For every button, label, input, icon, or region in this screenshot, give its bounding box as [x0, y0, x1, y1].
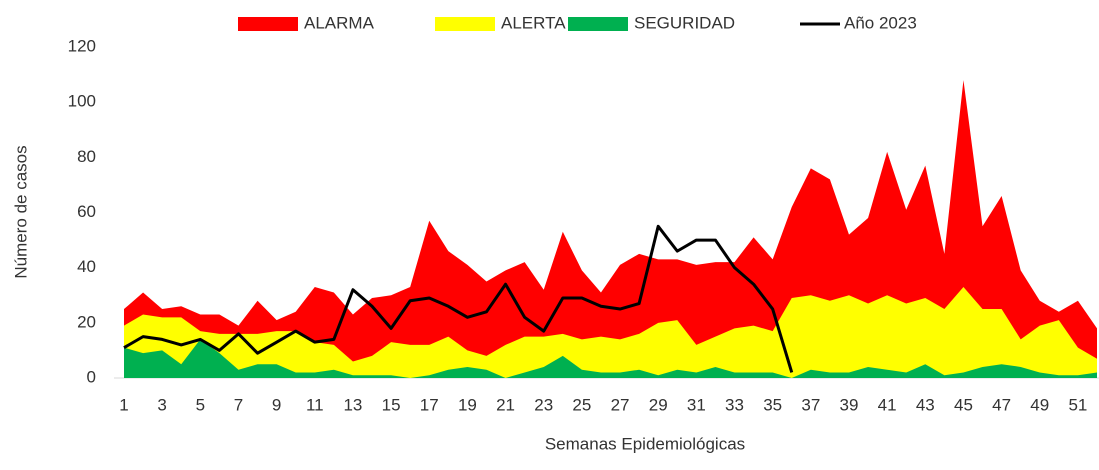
- x-tick-label: 3: [157, 395, 166, 414]
- x-tick-label: 1: [119, 395, 128, 414]
- x-tick-label: 15: [382, 395, 401, 414]
- x-tick-label: 35: [763, 395, 782, 414]
- y-tick-label: 100: [68, 92, 96, 111]
- x-tick-label: 7: [234, 395, 243, 414]
- x-tick-label: 33: [725, 395, 744, 414]
- y-tick-label: 80: [77, 147, 96, 166]
- x-tick-label: 17: [420, 395, 439, 414]
- x-tick-label: 9: [272, 395, 281, 414]
- y-axis-label: Número de casos: [11, 145, 30, 278]
- legend-label: SEGURIDAD: [634, 13, 735, 32]
- x-tick-label: 51: [1068, 395, 1087, 414]
- x-tick-label: 37: [801, 395, 820, 414]
- y-tick-label: 120: [68, 36, 96, 55]
- x-tick-label: 49: [1030, 395, 1049, 414]
- area: [124, 339, 1097, 378]
- y-tick-label: 20: [77, 312, 96, 331]
- x-tick-label: 5: [196, 395, 205, 414]
- legend-label: ALARMA: [304, 13, 375, 32]
- x-axis-label: Semanas Epidemiológicas: [545, 434, 745, 453]
- x-tick-label: 29: [649, 395, 668, 414]
- x-tick-label: 23: [534, 395, 553, 414]
- legend-swatch: [568, 17, 628, 31]
- x-tick-label: 31: [687, 395, 706, 414]
- x-tick-label: 39: [840, 395, 859, 414]
- x-tick-label: 11: [306, 395, 324, 414]
- x-tick-label: 47: [992, 395, 1011, 414]
- area: [124, 286, 1097, 378]
- legend-swatch: [435, 17, 495, 31]
- y-tick-label: 0: [87, 367, 96, 386]
- x-tick-label: 41: [878, 395, 897, 414]
- legend-label: ALERTA: [501, 13, 566, 32]
- line: [123, 224, 794, 373]
- x-tick-label: 13: [343, 395, 362, 414]
- y-tick-label: 60: [77, 202, 96, 221]
- legend-swatch: [238, 17, 298, 31]
- x-tick-label: 19: [458, 395, 477, 414]
- x-tick-label: 21: [496, 395, 515, 414]
- x-tick-label: 45: [954, 395, 973, 414]
- legend-label: Año 2023: [844, 13, 917, 32]
- x-tick-label: 43: [916, 395, 935, 414]
- x-tick-label: 27: [611, 395, 630, 414]
- y-tick-label: 40: [77, 257, 96, 276]
- x-tick-label: 25: [572, 395, 591, 414]
